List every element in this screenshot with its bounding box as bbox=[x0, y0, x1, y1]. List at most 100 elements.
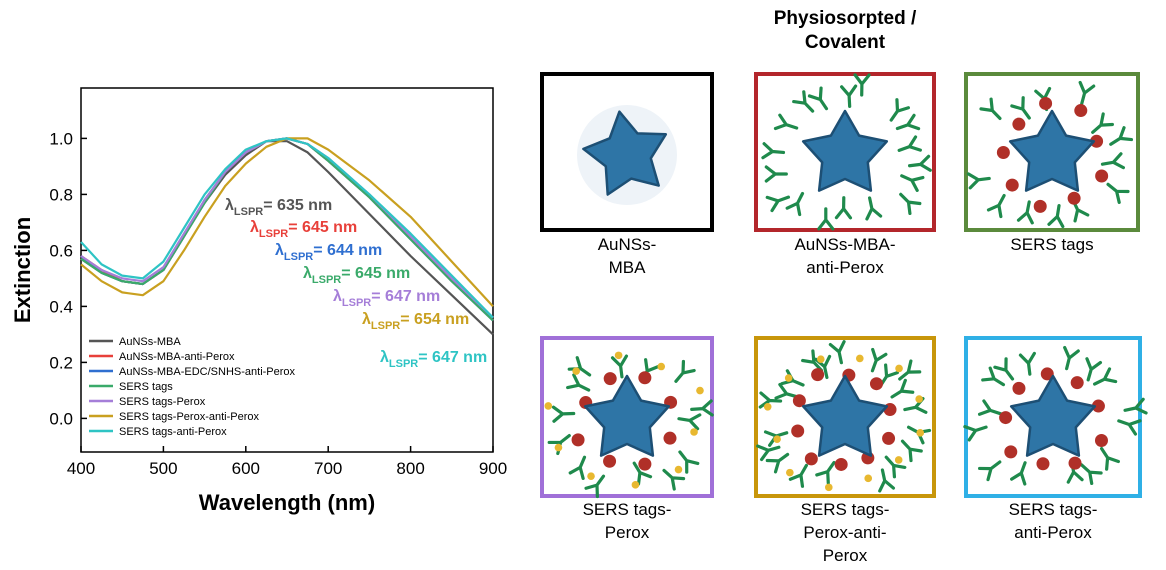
lspr-symbol: λ bbox=[362, 311, 371, 328]
perox-dot bbox=[856, 355, 864, 363]
reporter-dot bbox=[805, 452, 818, 465]
lspr-value: = 647 nm bbox=[418, 349, 487, 366]
reporter-dot bbox=[1039, 97, 1052, 110]
reporter-dot bbox=[638, 458, 651, 471]
perox-dot bbox=[544, 402, 552, 410]
panel-label: SERS tags- bbox=[583, 500, 672, 519]
reporter-dot bbox=[835, 458, 848, 471]
lspr-symbol: λ bbox=[303, 265, 312, 282]
y-tick-label: 0.4 bbox=[49, 297, 73, 316]
reporter-dot bbox=[663, 432, 676, 445]
legend-label: SERS tags-anti-Perox bbox=[119, 426, 227, 438]
panel-label: MBA bbox=[609, 258, 647, 277]
x-tick-label: 400 bbox=[67, 459, 95, 478]
perox-dot bbox=[696, 387, 704, 395]
panel-label: anti-Perox bbox=[806, 258, 884, 277]
perox-dot bbox=[786, 469, 794, 477]
perox-dot bbox=[916, 429, 924, 437]
reporter-dot bbox=[1034, 200, 1047, 213]
x-tick-label: 600 bbox=[232, 459, 260, 478]
reporter-dot bbox=[1069, 457, 1082, 470]
lspr-subscript: LSPR bbox=[234, 206, 263, 218]
reporter-dot bbox=[1006, 179, 1019, 192]
perox-dot bbox=[764, 403, 772, 411]
y-tick-label: 1.0 bbox=[49, 129, 73, 148]
perox-dot bbox=[572, 367, 580, 375]
panel-label: SERS tags bbox=[1010, 235, 1093, 254]
lspr-annotation: λLSPR= 647 nm bbox=[333, 288, 440, 309]
panel: AuNSs-MBA-anti-Perox bbox=[756, 74, 934, 277]
reporter-dot bbox=[1074, 104, 1087, 117]
panel-label: anti-Perox bbox=[1014, 523, 1092, 542]
y-axis-label: Extinction bbox=[10, 217, 35, 323]
reporter-dot bbox=[1095, 169, 1108, 182]
lspr-subscript: LSPR bbox=[259, 228, 288, 240]
lspr-symbol: λ bbox=[275, 242, 284, 259]
x-tick-label: 800 bbox=[396, 459, 424, 478]
x-axis-label: Wavelength (nm) bbox=[199, 490, 375, 515]
perox-dot bbox=[657, 363, 665, 371]
perox-dot bbox=[785, 374, 793, 382]
legend-label: AuNSs-MBA bbox=[119, 336, 181, 348]
lspr-annotation: λLSPR= 644 nm bbox=[275, 242, 382, 263]
panel: SERS tags- Perox-anti- Perox bbox=[756, 338, 934, 565]
lspr-annotation: λLSPR= 654 nm bbox=[362, 311, 469, 332]
reporter-dot bbox=[572, 433, 585, 446]
perox-dot bbox=[864, 475, 872, 483]
panel-label: AuNSs-MBA- bbox=[794, 235, 895, 254]
y-tick-label: 0.8 bbox=[49, 185, 73, 204]
panel: SERS tags bbox=[966, 74, 1138, 254]
lspr-subscript: LSPR bbox=[284, 251, 313, 263]
lspr-symbol: λ bbox=[225, 197, 234, 214]
header-title: Physiosorpted / bbox=[774, 8, 917, 29]
lspr-value: = 645 nm bbox=[288, 219, 357, 236]
lspr-subscript: LSPR bbox=[371, 320, 400, 332]
panel-label: AuNSs- bbox=[598, 235, 657, 254]
reporter-dot bbox=[1095, 434, 1108, 447]
panel-label: Perox bbox=[823, 546, 868, 565]
reporter-dot bbox=[603, 455, 616, 468]
reporter-dot bbox=[870, 377, 883, 390]
figure: 400 500 600 700 800 900 0.0 0.2 0.4 0.6 0.8 1.0 Wave… bbox=[0, 0, 1166, 570]
lspr-symbol: λ bbox=[333, 288, 342, 305]
reporter-dot bbox=[882, 432, 895, 445]
panel: SERS tags-anti-Perox bbox=[965, 338, 1146, 542]
perox-dot bbox=[915, 395, 923, 403]
perox-dot bbox=[587, 472, 595, 480]
perox-dot bbox=[895, 365, 903, 373]
reporter-dot bbox=[1004, 445, 1017, 458]
reporter-dot bbox=[604, 372, 617, 385]
reporter-dot bbox=[638, 371, 651, 384]
panel: SERS tags- Perox bbox=[542, 338, 712, 542]
perox-dot bbox=[895, 456, 903, 464]
perox-dot bbox=[675, 466, 683, 474]
lspr-symbol: λ bbox=[250, 219, 259, 236]
x-tick-label: 700 bbox=[314, 459, 342, 478]
panel: AuNSs- MBA bbox=[542, 74, 712, 277]
reporter-dot bbox=[1036, 457, 1049, 470]
legend-label: SERS tags bbox=[119, 381, 173, 393]
lspr-subscript: LSPR bbox=[312, 274, 341, 286]
legend-label: SERS tags-Perox-anti-Perox bbox=[119, 411, 259, 423]
perox-dot bbox=[825, 484, 833, 492]
y-tick-label: 0.0 bbox=[49, 409, 73, 428]
perox-dot bbox=[773, 435, 781, 443]
x-tick-label: 500 bbox=[149, 459, 177, 478]
panel-label: SERS tags- bbox=[801, 500, 890, 519]
reporter-dot bbox=[791, 424, 804, 437]
lspr-value: = 654 nm bbox=[400, 311, 469, 328]
lspr-annotation: λLSPR= 647 nm bbox=[380, 349, 487, 370]
panel-label: Perox-anti- bbox=[803, 523, 886, 542]
y-tick-label: 0.2 bbox=[49, 353, 73, 372]
reporter-dot bbox=[811, 368, 824, 381]
reporter-dot bbox=[1068, 192, 1081, 205]
perox-dot bbox=[817, 355, 825, 363]
panel-label: Perox bbox=[605, 523, 650, 542]
lspr-symbol: λ bbox=[380, 349, 389, 366]
lspr-value: = 645 nm bbox=[341, 265, 410, 282]
lspr-annotation: λLSPR= 645 nm bbox=[303, 265, 410, 286]
y-tick-label: 0.6 bbox=[49, 241, 73, 260]
lspr-subscript: LSPR bbox=[342, 297, 371, 309]
perox-dot bbox=[615, 352, 623, 360]
x-tick-label: 900 bbox=[479, 459, 507, 478]
